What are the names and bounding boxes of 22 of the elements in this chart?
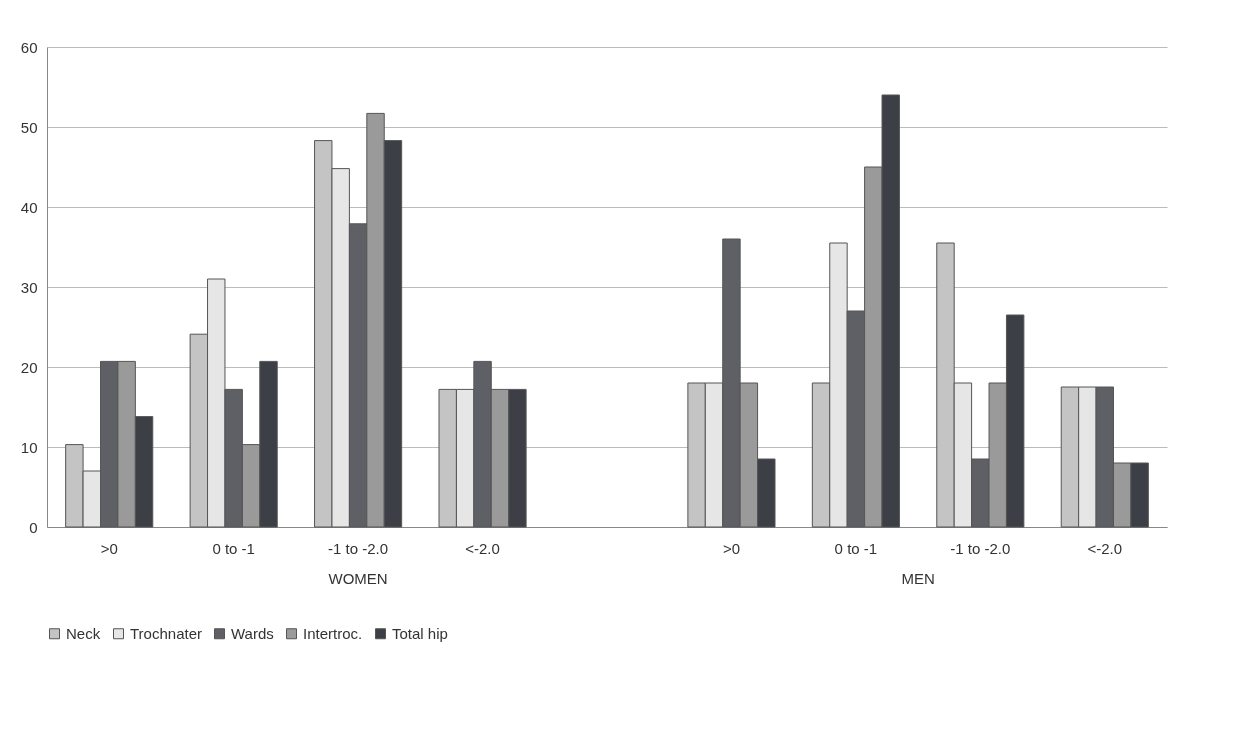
- x-tick-label: >0: [722, 539, 740, 557]
- text: MEN: [901, 570, 935, 587]
- legend-label: Intertroc.: [303, 624, 363, 642]
- y-tick-label: 50: [20, 118, 38, 136]
- x-tick-label: -1 to -2.0: [950, 539, 1011, 557]
- x-tick-label: -1 to -2.0: [328, 539, 389, 557]
- x-tick-label: 0 to -1: [834, 539, 878, 557]
- y-tick-label: 10: [20, 438, 38, 456]
- x-tick-label: <-2.0: [465, 539, 500, 557]
- legend-label: Trochnater: [130, 624, 202, 642]
- y-tick-label: 60: [20, 38, 38, 56]
- text: WOMEN: [328, 570, 388, 587]
- y-tick-label: 0: [29, 518, 38, 536]
- y-tick-label: 20: [20, 358, 38, 376]
- x-tick-label: <-2.0: [1087, 539, 1123, 557]
- x-tick-label: 0 to -1: [212, 539, 255, 557]
- y-tick-label: 30: [20, 278, 38, 296]
- legend-label: Wards: [231, 624, 274, 642]
- legend-label: Neck: [66, 624, 101, 642]
- y-tick-label: 40: [20, 198, 38, 216]
- legend-label: Total hip: [392, 624, 448, 642]
- x-tick-label: >0: [100, 539, 118, 557]
